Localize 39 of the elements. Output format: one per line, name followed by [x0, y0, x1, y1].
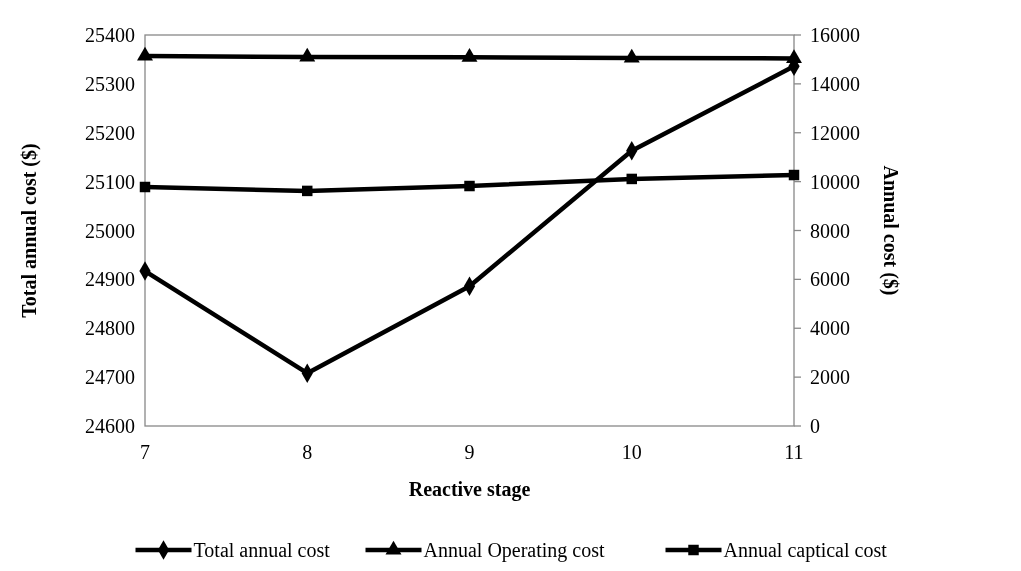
y2-tick-label: 10000 [810, 170, 860, 193]
y2-tick-label: 8000 [810, 219, 850, 242]
y-tick-label: 25400 [85, 24, 135, 46]
point [464, 180, 475, 192]
point [461, 48, 478, 62]
y2-tick-label: 14000 [810, 72, 860, 95]
x-tick-label: 11 [784, 441, 804, 463]
y-tick-label: 24700 [85, 366, 135, 389]
x-tick-label: 7 [140, 441, 150, 463]
x-tick-label: 8 [302, 441, 313, 463]
point [299, 47, 316, 62]
point [786, 49, 802, 64]
point [626, 173, 637, 185]
x-tick-label: 10 [621, 441, 642, 463]
y-tick-label: 24800 [85, 317, 135, 340]
y2-tick-label: 12000 [810, 121, 860, 144]
point [137, 46, 153, 61]
y2-tick-label: 0 [810, 415, 820, 437]
y2-tick-label: 16000 [810, 24, 860, 46]
point [623, 48, 640, 63]
legend-label: Annual Operating cost [423, 539, 606, 562]
point [139, 181, 151, 193]
y2-axis-title: Annual cost ($) [879, 165, 902, 296]
y2-tick-label: 4000 [810, 317, 850, 340]
legend-label: Total annual cost [193, 539, 331, 561]
y-tick-label: 25200 [85, 121, 135, 144]
y-tick-label: 24900 [85, 268, 135, 291]
y-axis-title: Total annual cost ($) [18, 143, 41, 318]
y-tick-label: 24600 [85, 415, 135, 437]
point [788, 169, 800, 181]
y-tick-label: 25300 [85, 72, 135, 95]
y-tick-label: 25000 [85, 219, 135, 242]
y-tick-label: 25100 [85, 170, 135, 193]
y2-tick-label: 2000 [810, 366, 850, 389]
point [302, 185, 313, 197]
legend-label: Annual captical cost [723, 539, 888, 562]
y2-tick-label: 6000 [810, 268, 850, 291]
x-axis-title: Reactive stage [408, 478, 531, 501]
x-tick-label: 9 [464, 441, 475, 463]
